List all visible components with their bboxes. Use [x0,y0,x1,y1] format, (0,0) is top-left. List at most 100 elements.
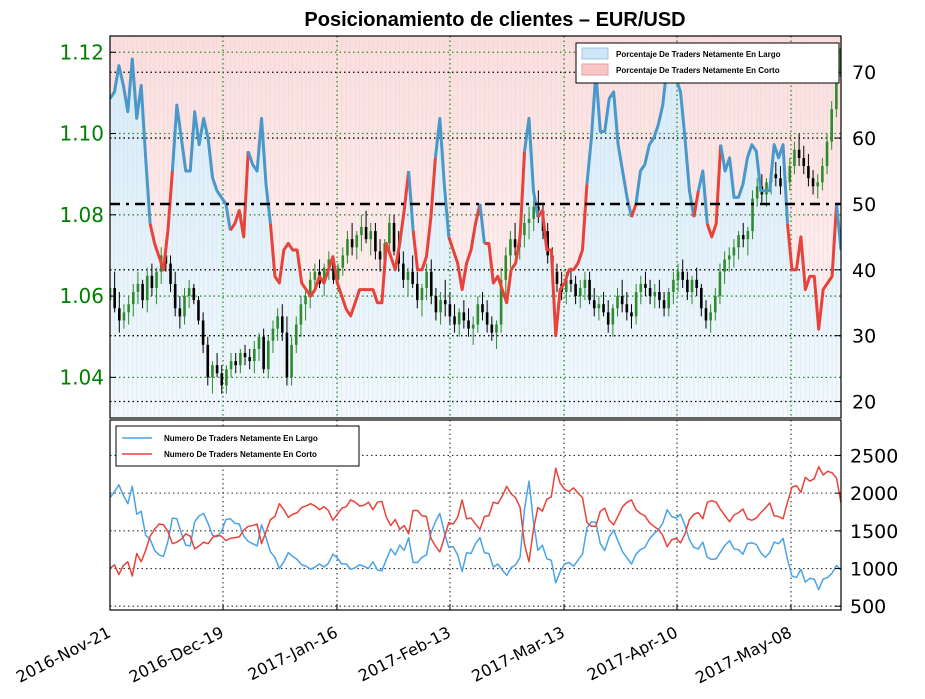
candle-up [183,296,186,317]
price-axis: 1.12 1.10 1.08 1.06 1.04 [59,40,116,389]
candle-up [765,182,768,195]
candle-up [653,292,657,297]
count-tick-label: 1000 [850,559,898,581]
candle-down [262,336,265,370]
candle-down [243,352,247,358]
candle-up [304,296,307,305]
price-tick-label: 1.10 [59,122,104,146]
candle-up [639,283,643,293]
candle-down [215,365,219,374]
legend-top-box [575,42,840,84]
candle-down [662,300,666,309]
candle-down [774,174,778,179]
candle-up [294,324,298,345]
trader-count-lines [110,465,841,591]
candle-down [546,231,549,256]
count-tick-label: 2500 [850,445,898,467]
short-percent-line [630,203,638,218]
candle-down [113,287,116,309]
candle-up [821,166,824,183]
date-tick-label: 2017-Jan-16 [245,623,341,685]
candle-up [127,304,130,313]
candle-up [131,292,135,305]
candle-up [835,76,838,110]
candle-up [816,182,820,187]
candle-up [253,348,256,362]
candle-up [308,279,312,297]
candle-up [509,239,512,256]
legend-long-count-label: Numero De Traders Netamente En Largo [164,434,318,443]
candle-down [481,304,484,313]
candle-down [350,239,354,248]
date-tick-label: 2016-Dec-19 [126,623,227,687]
candle-down [807,166,810,179]
candle-down [280,316,284,333]
candle-up [732,247,736,256]
long-percent-line [110,57,152,224]
candle-down [555,271,559,284]
candle-up [290,344,293,378]
candle-down [513,239,517,248]
candle-down [779,178,782,187]
candle-up [322,267,326,284]
candle-down [434,296,438,313]
candle-up [667,292,671,309]
candle-up [420,287,424,301]
candle-up [788,166,792,183]
sentiment-panel: 1.12 1.10 1.08 1.06 1.04 70 60 50 40 30 20 Porcen… [59,35,876,419]
candle-down [811,178,815,187]
short-count-line [110,465,841,577]
candle-down [574,283,577,297]
legend-short-swatch [581,63,609,76]
candle-up [755,186,759,199]
short-percent-line [705,144,723,239]
candle-down [467,320,470,329]
candle-up [690,279,694,293]
candle-up [597,304,601,309]
candle-up [336,267,340,280]
candle-up [155,271,158,288]
candle-up [267,340,270,370]
long-percent-line [478,203,486,244]
candle-up [583,279,587,288]
candle-up [839,48,841,77]
candle-down [588,279,591,301]
candle-up [471,324,475,329]
candle-up [676,271,680,280]
candle-up [225,369,228,386]
candle-up [136,283,140,293]
candle-up [532,206,536,219]
percent-tick-label: 70 [852,62,876,84]
long-percent-line [246,116,272,224]
candle-up [257,336,261,349]
candle-up [457,312,461,325]
legend-bottom-box [115,425,360,467]
count-tick-label: 500 [850,596,886,618]
candle-down [206,344,210,378]
candle-up [830,109,833,142]
candle-up [523,222,526,236]
candle-up [355,235,359,248]
long-percent-line [433,116,451,238]
count-tick-label: 2000 [850,483,898,505]
long-percent-line [835,203,841,251]
legend-short-label: Porcentaje De Traders Netamente En Corto [616,66,780,75]
candle-down [625,304,629,313]
date-axis: 2016-Nov-21 2016-Dec-19 2017-Jan-16 2017-Fe… [13,604,795,687]
long-percent-line [719,143,790,224]
candle-up [495,324,498,333]
candle-up [611,308,615,325]
candle-up [737,235,740,248]
long-percent-line [696,169,709,224]
candle-up [793,149,796,167]
candle-up [476,304,480,325]
candle-down [285,332,289,378]
candle-up [327,259,331,268]
percent-tick-label: 20 [852,392,876,414]
sentiment-lines [110,57,841,338]
candle-up [746,231,750,240]
candle-down [797,149,801,158]
candle-down [141,283,144,301]
candle-up [299,304,303,325]
candle-down [695,279,698,288]
